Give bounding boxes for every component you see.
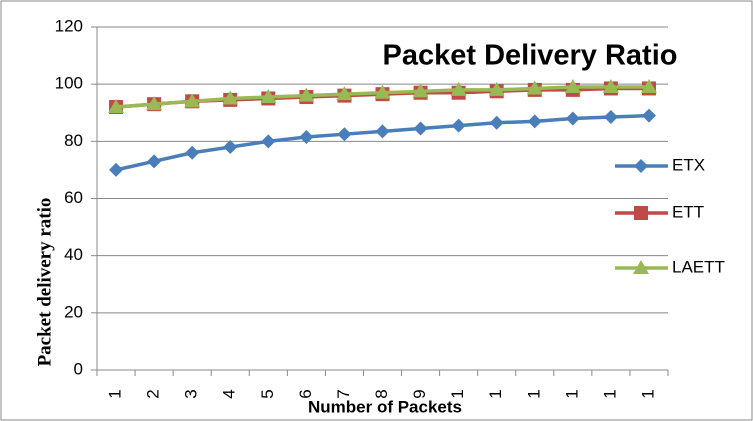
- marker: [633, 260, 649, 274]
- marker: [337, 127, 352, 142]
- legend-label: ETX: [672, 155, 705, 174]
- x-tick-label: 8: [372, 389, 391, 398]
- x-tick-label: 4: [220, 389, 239, 398]
- x-tick-label: 5: [258, 389, 277, 398]
- marker: [298, 87, 315, 102]
- marker: [185, 145, 200, 160]
- marker: [108, 99, 125, 114]
- marker: [641, 108, 656, 123]
- x-tick-label: 6: [296, 389, 315, 398]
- x-tick-label: 1: [638, 389, 657, 398]
- marker: [489, 115, 504, 130]
- marker: [602, 79, 619, 94]
- marker: [413, 121, 428, 136]
- marker: [146, 96, 163, 111]
- chart-title: Packet Delivery Ratio: [383, 40, 678, 72]
- marker: [336, 86, 353, 101]
- x-tick-label: 7: [334, 389, 353, 398]
- legend-label: LAETT: [672, 257, 725, 276]
- marker: [299, 130, 314, 145]
- x-tick-label: 9: [410, 389, 429, 398]
- y-tick-label: 0: [74, 359, 83, 378]
- marker: [634, 159, 648, 173]
- marker: [488, 81, 505, 96]
- marker: [527, 114, 542, 129]
- x-tick-label: 1: [486, 389, 505, 398]
- x-tick-label: 2: [144, 389, 163, 398]
- marker: [450, 81, 467, 96]
- marker: [223, 140, 238, 155]
- x-tick-label: 1: [106, 389, 125, 398]
- marker: [634, 206, 648, 220]
- marker: [260, 89, 277, 104]
- marker: [640, 79, 657, 94]
- x-tick-label: 1: [600, 389, 619, 398]
- marker: [526, 80, 543, 95]
- marker: [412, 83, 429, 98]
- x-axis-label: Number of Packets: [308, 397, 462, 416]
- x-tick-label: 3: [182, 389, 201, 398]
- y-tick-label: 100: [55, 74, 83, 93]
- y-tick-label: 80: [64, 131, 83, 150]
- marker: [565, 111, 580, 126]
- x-tick-label: 1: [524, 389, 543, 398]
- y-axis-label: Packet delivery ratio: [34, 198, 55, 367]
- marker: [375, 124, 390, 139]
- marker: [374, 84, 391, 99]
- legend-label: ETT: [672, 202, 704, 221]
- y-tick-label: 60: [64, 188, 83, 207]
- marker: [451, 118, 466, 133]
- marker: [109, 162, 124, 177]
- marker: [222, 90, 239, 105]
- marker: [564, 79, 581, 94]
- marker: [147, 154, 162, 169]
- y-tick-label: 120: [55, 16, 83, 35]
- y-tick-label: 40: [64, 245, 83, 264]
- marker: [261, 134, 276, 149]
- x-tick-label: 1: [562, 389, 581, 398]
- marker: [184, 93, 201, 108]
- y-tick-label: 20: [64, 302, 83, 321]
- x-tick-label: 1: [448, 389, 467, 398]
- marker: [603, 110, 618, 125]
